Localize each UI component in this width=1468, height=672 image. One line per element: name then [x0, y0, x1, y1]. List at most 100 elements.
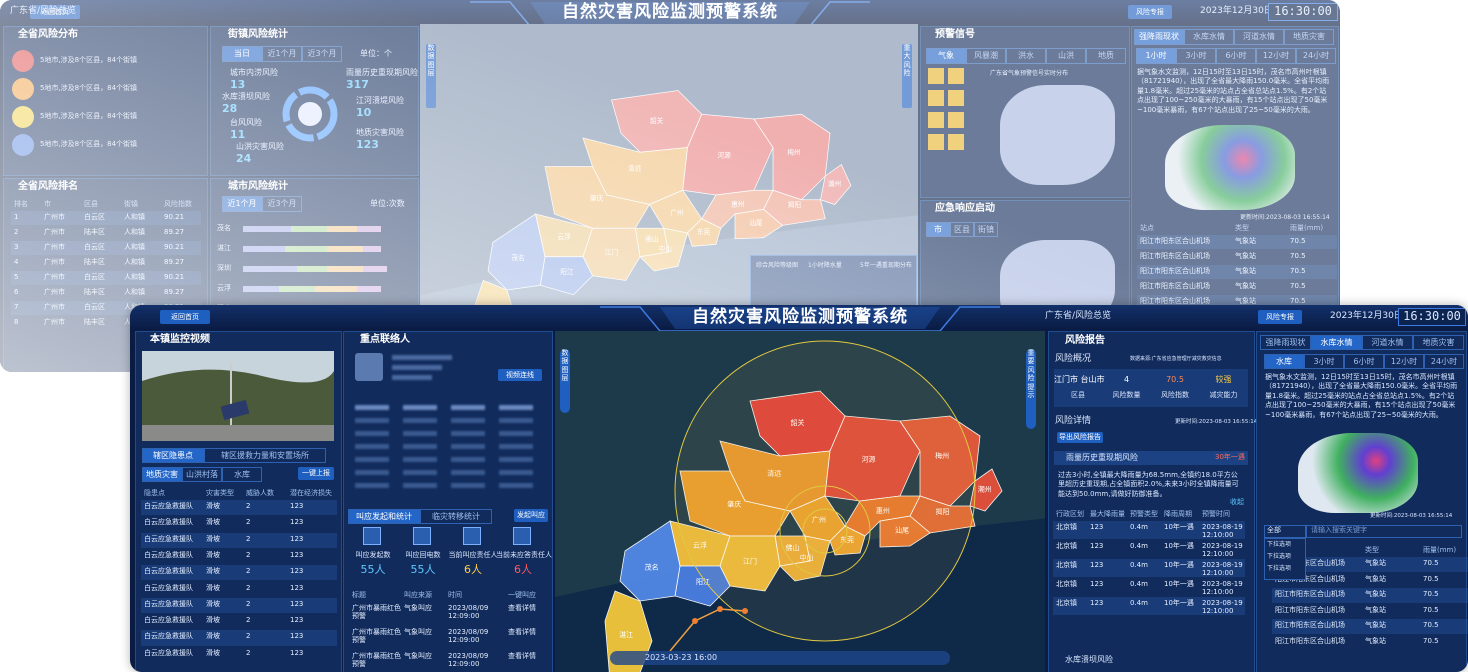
tab[interactable]: 12小时 — [1384, 354, 1424, 369]
city-label: 惠州 — [876, 506, 890, 515]
detail-cell: 10年一遇 — [1164, 580, 1194, 588]
region — [969, 468, 1003, 512]
signal-icon — [928, 68, 944, 84]
tab[interactable]: 24小时 — [1424, 354, 1464, 369]
contact-avatar — [355, 353, 383, 381]
tab[interactable]: 山洪 — [1046, 48, 1086, 64]
city-label: 江门 — [605, 247, 619, 256]
city-label: 韶关 — [650, 116, 664, 125]
legend-title: 5年一遇重现期分布 — [860, 262, 912, 269]
tab[interactable]: 街镇 — [974, 222, 998, 237]
tab[interactable]: 近3个月 — [302, 46, 342, 62]
tab[interactable]: 强降雨现状 — [1134, 29, 1184, 45]
tab[interactable]: 地质灾害 — [1284, 29, 1334, 45]
tab[interactable]: 风暴潮 — [966, 48, 1006, 64]
detail-cell: 北京镇 — [1056, 561, 1077, 569]
dropdown-option[interactable]: 下拉选项 — [1267, 565, 1292, 572]
report-button[interactable]: 风险专报 — [1128, 5, 1172, 19]
tab[interactable]: 近1个月 — [262, 46, 302, 62]
blurred-cell — [499, 444, 533, 449]
dropdown-option[interactable]: 下拉选项 — [1267, 553, 1292, 560]
tab[interactable]: 区县 — [950, 222, 974, 237]
blurred-cell — [403, 418, 437, 423]
map-side-button[interactable]: 数据图层 — [426, 44, 436, 108]
map-title: 广东省气象预警信号实时分布 — [990, 70, 1069, 77]
blurred-cell — [403, 405, 437, 410]
search-box[interactable]: 请输入搜索关键字 — [1306, 525, 1462, 538]
filter-select[interactable]: 全部 — [1264, 525, 1306, 538]
tab[interactable]: 辖区隐患点 — [142, 448, 204, 463]
hazard-cell: 滑坡 — [206, 550, 220, 559]
report-button[interactable]: 一键上报 — [298, 467, 334, 480]
tab[interactable]: 6小时 — [1216, 48, 1256, 64]
hazard-cell: 2 — [246, 583, 251, 592]
typhoon-track — [669, 608, 746, 652]
back-button[interactable]: 返回首页 — [160, 310, 210, 324]
station-cell: 70.5 — [1423, 621, 1439, 629]
hazard-cell: 123 — [290, 518, 304, 527]
collapse[interactable]: 收起 — [1230, 498, 1244, 506]
tab[interactable]: 临灾转移统计 — [420, 509, 492, 524]
tab[interactable]: 叫应发起和统计 — [348, 509, 420, 524]
track-point — [742, 608, 748, 614]
rank-cell: 白云区 — [84, 213, 105, 221]
video-button[interactable]: 视频连线 — [498, 369, 542, 381]
report-button[interactable]: 风险专报 — [1258, 310, 1302, 324]
tab[interactable]: 水库水情 — [1311, 335, 1362, 350]
map-side-button[interactable]: 重大风险 — [902, 44, 912, 108]
tab[interactable]: 1小时 — [1136, 48, 1176, 64]
tab[interactable]: 近3个月 — [262, 196, 302, 212]
tab[interactable]: 山洪村落 — [182, 467, 222, 482]
blurred-cell — [499, 405, 533, 410]
tab[interactable]: 6小时 — [1344, 354, 1384, 369]
blurred-cell — [451, 405, 485, 410]
map-side-button[interactable]: 重要风险提示 — [1026, 349, 1036, 429]
tab[interactable]: 24小时 — [1296, 48, 1336, 64]
donut-core — [298, 102, 322, 126]
tab[interactable]: 地质 — [1086, 48, 1126, 64]
table-header: 站点 — [1140, 224, 1154, 232]
tab[interactable]: 市 — [926, 222, 950, 237]
start-button[interactable]: 发起叫应 — [514, 509, 548, 522]
map-side-button[interactable]: 数据图层 — [560, 349, 570, 413]
card-text: 过去3小时,全镇最大降雨量为68.5mm,全镇约18.0平方公里超历史重现期,占… — [1058, 471, 1239, 498]
tab[interactable]: 当日 — [222, 46, 262, 62]
blurred-cell — [451, 444, 485, 449]
rank-cell: 5 — [14, 273, 19, 281]
tab[interactable]: 3小时 — [1304, 354, 1344, 369]
city-label: 中山 — [659, 244, 672, 253]
updated: 更新时间:2023-08-03 16:55:14 — [1175, 419, 1258, 425]
bar-segment — [357, 286, 381, 292]
tab[interactable]: 洪水 — [1006, 48, 1046, 64]
tab[interactable]: 地质灾害 — [1413, 335, 1464, 350]
signal-icon — [928, 90, 944, 106]
rank-cell: 白云区 — [84, 243, 105, 251]
tab[interactable]: 水库水情 — [1184, 29, 1234, 45]
export-button[interactable]: 导出风险报告 — [1057, 432, 1103, 443]
risk-label: 水库溃坝风险 — [222, 92, 270, 101]
tab[interactable]: 辖区援救力量和安置场所 — [204, 448, 326, 463]
tab[interactable]: 水库 — [222, 467, 262, 482]
tab[interactable]: 河道水情 — [1362, 335, 1413, 350]
tab[interactable]: 河道水情 — [1234, 29, 1284, 45]
stat-value: 6人 — [514, 563, 532, 576]
blurred-cell — [451, 457, 485, 462]
tab[interactable]: 强降雨现状 — [1260, 335, 1311, 350]
station-cell: 气象站 — [1365, 574, 1386, 583]
hazard-cell: 白云应急救援队 — [144, 583, 193, 592]
rain-map — [1298, 433, 1418, 513]
rain-map — [1165, 125, 1295, 210]
tab[interactable]: 地质灾害 — [142, 467, 182, 482]
tab[interactable]: 12小时 — [1256, 48, 1296, 64]
hazard-cell: 白云应急救援队 — [144, 550, 193, 559]
city-label: 惠州 — [731, 200, 744, 209]
tab[interactable]: 近1个月 — [222, 196, 262, 212]
tab[interactable]: 水库 — [1264, 354, 1304, 369]
tab[interactable]: 气象 — [926, 48, 966, 64]
bar-segment — [315, 286, 357, 292]
dropdown-option[interactable]: 下拉选项 — [1267, 541, 1292, 548]
blurred-cell — [403, 457, 437, 462]
tab[interactable]: 3小时 — [1176, 48, 1216, 64]
station-cell: 气象站 — [1235, 237, 1256, 245]
panel-title: 预警信号 — [935, 29, 975, 40]
